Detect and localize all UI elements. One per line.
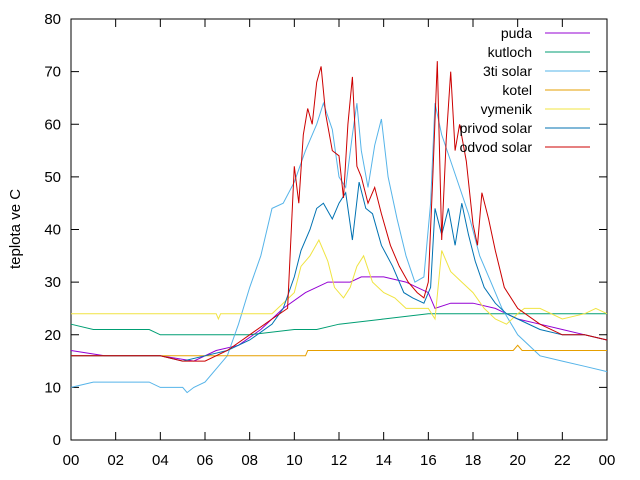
x-axis: 00 02 04 06 08 10 12 14 16 18 20 22 00 bbox=[63, 19, 616, 469]
y-tick-label: 10 bbox=[44, 379, 61, 396]
series-line-3 bbox=[71, 344, 607, 357]
x-tick-label: 00 bbox=[599, 452, 616, 469]
legend-label: privod solar bbox=[460, 120, 533, 136]
series-line-2 bbox=[70, 101, 608, 394]
x-tick-label: 04 bbox=[152, 452, 169, 469]
legend-label: kutloch bbox=[488, 44, 532, 60]
y-tick-label: 70 bbox=[44, 64, 61, 81]
y-tick-label: 20 bbox=[44, 327, 61, 344]
x-tick-label: 20 bbox=[509, 452, 526, 469]
y-tick-label: 40 bbox=[44, 222, 61, 239]
y-axis: 0 10 20 30 40 50 60 70 80 bbox=[44, 11, 607, 449]
legend-label: puda bbox=[501, 25, 532, 41]
x-tick-label: 16 bbox=[420, 452, 437, 469]
x-tick-label: 08 bbox=[241, 452, 258, 469]
y-tick-label: 30 bbox=[44, 274, 61, 291]
legend: puda kutloch 3ti solar kotel vymenik privod s… bbox=[460, 25, 590, 155]
x-tick-label: 02 bbox=[107, 452, 124, 469]
series-line-0 bbox=[70, 276, 608, 362]
y-tick-label: 0 bbox=[53, 432, 61, 449]
x-tick-label: 06 bbox=[197, 452, 214, 469]
series-group bbox=[70, 61, 608, 394]
x-tick-label: 00 bbox=[63, 452, 80, 469]
legend-label: odvod solar bbox=[460, 139, 533, 155]
legend-label: vymenik bbox=[481, 101, 533, 117]
x-tick-label: 18 bbox=[465, 452, 482, 469]
x-tick-label: 14 bbox=[375, 452, 392, 469]
y-tick-label: 50 bbox=[44, 169, 61, 186]
x-tick-label: 22 bbox=[554, 452, 571, 469]
x-tick-label: 12 bbox=[331, 452, 348, 469]
series-line-6 bbox=[71, 61, 608, 362]
series-line-1 bbox=[70, 313, 607, 336]
y-tick-label: 80 bbox=[44, 11, 61, 28]
x-tick-label: 10 bbox=[286, 452, 303, 469]
legend-label: kotel bbox=[502, 82, 532, 98]
series-line-4 bbox=[71, 238, 608, 325]
series-line-5 bbox=[71, 181, 608, 362]
legend-label: 3ti solar bbox=[483, 63, 532, 79]
y-axis-label: teplota ve C bbox=[7, 189, 24, 269]
y-tick-label: 60 bbox=[44, 116, 61, 133]
